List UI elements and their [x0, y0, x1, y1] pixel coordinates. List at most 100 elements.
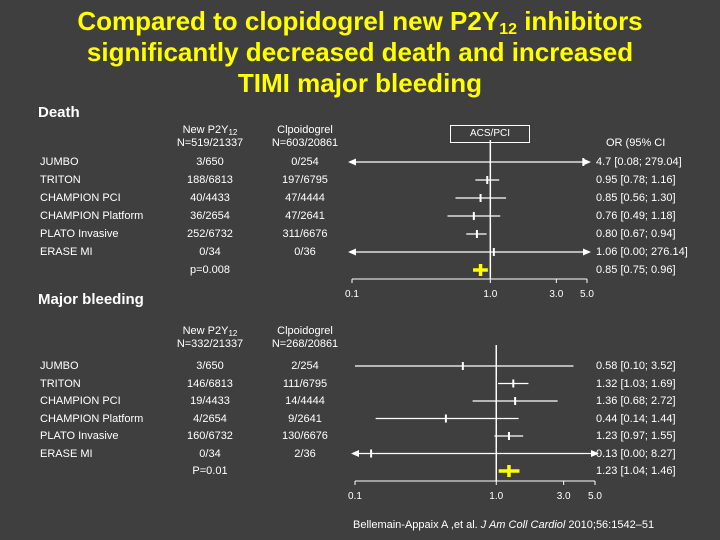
clopidogrel-n: N=268/20861: [271, 338, 339, 350]
title-line-3: TIMI major bleeding: [237, 68, 483, 98]
clopidogrel-n: N=603/20861: [271, 137, 339, 149]
or-ci-label: 0.85 [0.56; 1.30]: [596, 192, 676, 204]
x-tick-label: 3.0: [557, 491, 571, 502]
new-events: 40/4433: [190, 192, 230, 204]
trial-row: TRITON 146/6813 111/6795 1.32 [1.03; 1.69]: [0, 375, 720, 393]
pooled-or-label: 1.23 [1.04; 1.46]: [596, 465, 676, 477]
new-events: 160/6732: [187, 430, 233, 442]
title-line-2: significantly decreased death and increa…: [86, 37, 634, 67]
title-line-1: Compared to clopidogrel new P2Y12 inhibi…: [77, 6, 643, 38]
clopidogrel-events: 2/254: [291, 360, 319, 372]
new-events: 146/6813: [187, 377, 233, 390]
p2y12-subscript: 12: [228, 128, 238, 137]
new-p2y12-label: New P2Y: [182, 124, 229, 136]
or-ci-label: 0.95 [0.78; 1.16]: [596, 174, 676, 186]
clopidogrel-events: 130/6676: [282, 430, 328, 442]
new-events: 4/2654: [193, 412, 227, 425]
clopidogrel-events: 311/6676: [282, 228, 328, 240]
or-ci-label: 0.13 [0.00; 8.27]: [596, 447, 676, 460]
or-ci-label: 4.7 [0.08; 279.04]: [596, 156, 682, 168]
new-p2y12-column-header: New P2Y12 N=332/21337: [155, 325, 265, 351]
or-ci-label: 1.06 [0.00; 276.14]: [596, 246, 688, 258]
trial-name: PLATO Invasive: [40, 228, 119, 240]
clopidogrel-events: 197/6795: [282, 174, 328, 186]
trial-name: TRITON: [40, 174, 81, 186]
or-ci-label: 1.32 [1.03; 1.69]: [596, 377, 676, 390]
new-events: 0/34: [199, 447, 221, 460]
ci-arrow-right: [591, 450, 599, 457]
clopidogrel-label: Clpoidogrel: [277, 325, 333, 337]
trial-row: ERASE MI 0/34 2/36 0.13 [0.00; 8.27]: [0, 445, 720, 463]
clopidogrel-events: 0/36: [294, 246, 316, 258]
or-ci-label: 0.58 [0.10; 3.52]: [596, 360, 676, 372]
or-ci-label: 0.44 [0.14; 1.44]: [596, 412, 676, 425]
new-events: 188/6813: [187, 174, 233, 186]
trial-row: PLATO Invasive 160/6732 130/6676 1.23 [0.97…: [0, 427, 720, 445]
clopidogrel-events: 0/254: [291, 156, 319, 168]
x-tick-label: 5.0: [580, 289, 594, 300]
x-tick-label: 0.1: [345, 289, 359, 300]
clopidogrel-events: 47/4444: [285, 192, 325, 204]
new-p2y12-n: N=332/21337: [176, 338, 244, 350]
trial-row: CHAMPION PCI 40/4433 47/4444 0.85 [0.56; 1.…: [0, 189, 720, 207]
trial-name: CHAMPION PCI: [40, 395, 121, 407]
bleeding-section-title: Major bleeding: [38, 291, 144, 308]
trial-row: CHAMPION PCI 19/4433 14/4444 1.36 [0.68; 2.…: [0, 392, 720, 410]
trial-name: CHAMPION Platform: [40, 412, 144, 425]
trial-name: TRITON: [40, 377, 81, 390]
or-ci-label: 1.36 [0.68; 2.72]: [596, 395, 676, 407]
trial-name: JUMBO: [40, 156, 79, 168]
new-p2y12-label: New P2Y: [182, 325, 229, 337]
trial-name: PLATO Invasive: [40, 430, 119, 442]
or-ci-label: 0.80 [0.67; 0.94]: [596, 228, 676, 240]
ci-arrow-right: [583, 158, 591, 166]
clopidogrel-events: 9/2641: [288, 412, 322, 425]
trial-row: CHAMPION Platform 4/2654 9/2641 0.44 [0.14;…: [0, 410, 720, 428]
ci-arrow-left: [351, 450, 359, 457]
new-p2y12-n: N=519/21337: [176, 137, 244, 149]
new-events: 36/2654: [190, 210, 230, 222]
trial-name: JUMBO: [40, 360, 79, 372]
clopidogrel-column-header: Clpoidogrel N=603/20861: [250, 124, 360, 150]
new-p2y12-column-header: New P2Y12 N=519/21337: [155, 124, 265, 150]
trial-name: ERASE MI: [40, 447, 93, 460]
pooled-or-label: 0.85 [0.75; 0.96]: [596, 264, 676, 276]
p2y12-subscript: 12: [228, 329, 238, 338]
new-events: 252/6732: [187, 228, 233, 240]
ci-arrow-right: [583, 248, 591, 256]
new-events: 3/650: [196, 156, 224, 168]
clopidogrel-label: Clpoidogrel: [277, 124, 333, 136]
or-ci-label: 0.76 [0.49; 1.18]: [596, 210, 676, 222]
trial-name: ERASE MI: [40, 246, 93, 258]
death-section-title: Death: [38, 104, 80, 121]
p-value: P=0.01: [192, 465, 228, 477]
trial-name: CHAMPION PCI: [40, 192, 121, 204]
p-value: p=0.008: [189, 264, 231, 276]
trial-row: ERASE MI 0/34 0/36 1.06 [0.00; 276.14]: [0, 243, 720, 261]
trial-name: CHAMPION Platform: [40, 210, 144, 222]
clopidogrel-column-header: Clpoidogrel N=268/20861: [250, 325, 360, 351]
trial-row: TRITON 188/6813 197/6795 0.95 [0.78; 1.16]: [0, 171, 720, 189]
trial-row: CHAMPION Platform 36/2654 47/2641 0.76 [0.4…: [0, 207, 720, 225]
trial-row: PLATO Invasive 252/6732 311/6676 0.80 [0.67…: [0, 225, 720, 243]
x-tick-label: 1.0: [489, 491, 503, 502]
clopidogrel-events: 111/6795: [282, 377, 328, 390]
ci-arrow-left: [348, 158, 356, 166]
x-tick-label: 3.0: [549, 289, 563, 300]
clopidogrel-events: 14/4444: [285, 395, 325, 407]
new-events: 0/34: [199, 246, 221, 258]
clopidogrel-events: 47/2641: [285, 210, 325, 222]
slide-title: Compared to clopidogrel new P2Y12 inhibi…: [0, 6, 720, 99]
x-tick-label: 5.0: [588, 491, 602, 502]
acs-pci-label: ACS/PCI: [450, 125, 530, 143]
x-tick-label: 1.0: [483, 289, 497, 300]
ci-arrow-left: [348, 248, 356, 256]
new-events: 19/4433: [190, 395, 230, 407]
x-tick-label: 0.1: [348, 491, 362, 502]
new-events: 3/650: [196, 360, 224, 372]
reference-citation: Bellemain-Appaix A ,et al. J Am Coll Car…: [353, 519, 655, 531]
clopidogrel-events: 2/36: [294, 447, 316, 460]
or-ci-label: 1.23 [0.97; 1.55]: [596, 430, 676, 442]
or-column-header: OR (95% CI: [606, 137, 666, 149]
